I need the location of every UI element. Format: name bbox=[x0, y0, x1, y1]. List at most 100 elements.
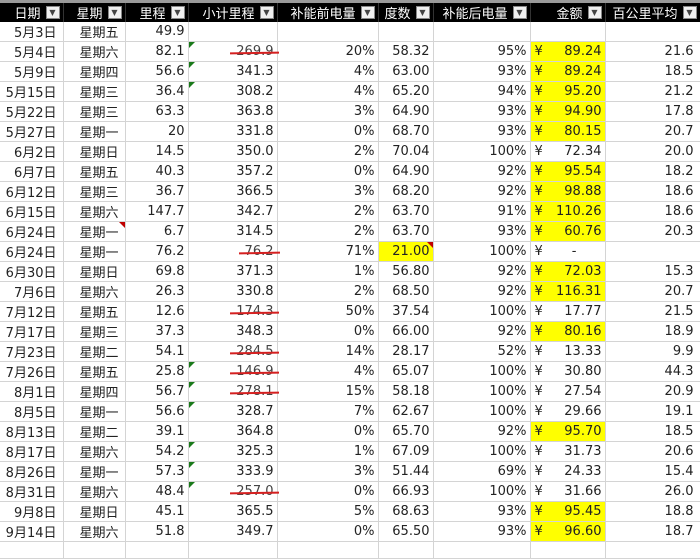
cell-date[interactable]: 8月31日 bbox=[0, 481, 64, 502]
cell-sub[interactable]: 314.5 bbox=[188, 221, 278, 242]
cell-amt[interactable]: ¥110.26 bbox=[530, 201, 606, 222]
cell-avg[interactable]: 17.8 bbox=[605, 101, 700, 122]
cell-pre[interactable]: 0% bbox=[277, 521, 379, 542]
cell-date[interactable]: 7月17日 bbox=[0, 321, 64, 342]
cell-avg[interactable]: 18.5 bbox=[605, 61, 700, 82]
cell-post[interactable]: 94% bbox=[433, 81, 531, 102]
cell-post[interactable]: 93% bbox=[433, 521, 531, 542]
cell-post[interactable]: 100% bbox=[433, 301, 531, 322]
cell-avg[interactable]: 18.6 bbox=[605, 201, 700, 222]
cell-km[interactable]: 25.8 bbox=[125, 361, 189, 382]
cell-kwh[interactable]: 58.32 bbox=[378, 41, 434, 62]
cell-kwh[interactable]: 65.70 bbox=[378, 421, 434, 442]
cell-avg[interactable]: 44.3 bbox=[605, 361, 700, 382]
cell-sub[interactable]: 349.7 bbox=[188, 521, 278, 542]
cell-kwh[interactable]: 68.20 bbox=[378, 181, 434, 202]
cell-wd[interactable]: 星期五 bbox=[63, 301, 126, 322]
cell-wd[interactable]: 星期二 bbox=[63, 421, 126, 442]
cell-kwh[interactable]: 68.63 bbox=[378, 501, 434, 522]
cell-date[interactable]: 6月2日 bbox=[0, 141, 64, 162]
cell-sub[interactable]: 366.5 bbox=[188, 181, 278, 202]
column-header[interactable]: 补能前电量 ▼ bbox=[277, 3, 379, 22]
cell-date[interactable]: 8月1日 bbox=[0, 381, 64, 402]
cell-sub[interactable]: 363.8 bbox=[188, 101, 278, 122]
column-header[interactable]: 百公里平均 ▼ bbox=[605, 3, 700, 22]
cell-amt[interactable]: ¥29.66 bbox=[530, 401, 606, 422]
cell-avg[interactable]: 20.7 bbox=[605, 281, 700, 302]
filter-dropdown-icon[interactable]: ▼ bbox=[415, 6, 430, 19]
cell-pre[interactable]: 15% bbox=[277, 381, 379, 402]
cell-wd[interactable]: 星期二 bbox=[63, 341, 126, 362]
cell-sub[interactable]: 371.3 bbox=[188, 261, 278, 282]
cell-km[interactable]: 39.1 bbox=[125, 421, 189, 442]
cell-date[interactable]: 5月27日 bbox=[0, 121, 64, 142]
cell-post[interactable]: 93% bbox=[433, 121, 531, 142]
cell-date[interactable]: 5月22日 bbox=[0, 101, 64, 122]
cell-amt[interactable]: ¥31.73 bbox=[530, 441, 606, 462]
cell-wd[interactable]: 星期六 bbox=[63, 521, 126, 542]
cell-pre[interactable]: 2% bbox=[277, 221, 379, 242]
cell-km[interactable]: 147.7 bbox=[125, 201, 189, 222]
cell-kwh[interactable]: 70.04 bbox=[378, 141, 434, 162]
cell-kwh[interactable]: 68.50 bbox=[378, 281, 434, 302]
cell-post[interactable]: 95% bbox=[433, 41, 531, 62]
column-header[interactable]: 小计里程 ▼ bbox=[188, 3, 278, 22]
cell-km[interactable]: 36.7 bbox=[125, 181, 189, 202]
cell-avg[interactable]: 19.1 bbox=[605, 401, 700, 422]
cell-sub[interactable]: 364.8 bbox=[188, 421, 278, 442]
filter-dropdown-icon[interactable]: ▼ bbox=[170, 6, 185, 19]
cell-post[interactable]: 92% bbox=[433, 281, 531, 302]
cell-kwh[interactable]: 67.09 bbox=[378, 441, 434, 462]
cell-amt[interactable]: ¥24.33 bbox=[530, 461, 606, 482]
cell-sub[interactable]: 257.0 bbox=[188, 481, 278, 502]
cell-kwh[interactable]: 63.70 bbox=[378, 221, 434, 242]
cell-date[interactable]: 8月17日 bbox=[0, 441, 64, 462]
cell-date[interactable]: 8月5日 bbox=[0, 401, 64, 422]
cell-post[interactable]: 100% bbox=[433, 481, 531, 502]
cell-km[interactable]: 51.8 bbox=[125, 521, 189, 542]
cell-wd[interactable]: 星期一 bbox=[63, 241, 126, 262]
cell-kwh[interactable]: 64.90 bbox=[378, 161, 434, 182]
cell-avg[interactable]: 26.0 bbox=[605, 481, 700, 502]
cell-kwh[interactable] bbox=[378, 541, 434, 559]
cell-avg[interactable]: 20.7 bbox=[605, 121, 700, 142]
cell-post[interactable]: 93% bbox=[433, 221, 531, 242]
cell-kwh[interactable]: 56.80 bbox=[378, 261, 434, 282]
cell-post[interactable]: 91% bbox=[433, 201, 531, 222]
cell-pre[interactable]: 3% bbox=[277, 101, 379, 122]
cell-avg[interactable]: 18.9 bbox=[605, 321, 700, 342]
cell-amt[interactable]: ¥95.70 bbox=[530, 421, 606, 442]
cell-wd[interactable]: 星期六 bbox=[63, 441, 126, 462]
filter-dropdown-icon[interactable]: ▼ bbox=[587, 6, 602, 19]
cell-post[interactable] bbox=[433, 22, 531, 42]
cell-wd[interactable]: 星期日 bbox=[63, 501, 126, 522]
cell-wd[interactable]: 星期三 bbox=[63, 181, 126, 202]
cell-sub[interactable]: 269.9 bbox=[188, 41, 278, 62]
cell-kwh[interactable]: 21.00 bbox=[378, 241, 434, 262]
cell-post[interactable]: 92% bbox=[433, 421, 531, 442]
column-header[interactable]: 日期 ▼ bbox=[0, 3, 64, 22]
cell-amt[interactable]: ¥31.66 bbox=[530, 481, 606, 502]
cell-kwh[interactable]: 66.93 bbox=[378, 481, 434, 502]
cell-date[interactable]: 6月24日 bbox=[0, 241, 64, 262]
cell-pre[interactable]: 2% bbox=[277, 201, 379, 222]
cell-kwh[interactable]: 51.44 bbox=[378, 461, 434, 482]
cell-post[interactable]: 93% bbox=[433, 101, 531, 122]
cell-wd[interactable] bbox=[63, 541, 126, 559]
cell-date[interactable]: 6月12日 bbox=[0, 181, 64, 202]
cell-pre[interactable]: 14% bbox=[277, 341, 379, 362]
cell-kwh[interactable]: 63.70 bbox=[378, 201, 434, 222]
cell-pre[interactable]: 0% bbox=[277, 481, 379, 502]
filter-dropdown-icon[interactable]: ▼ bbox=[682, 6, 697, 19]
cell-avg[interactable]: 20.3 bbox=[605, 221, 700, 242]
cell-wd[interactable]: 星期日 bbox=[63, 141, 126, 162]
cell-sub[interactable]: 76.2 bbox=[188, 241, 278, 262]
cell-post[interactable]: 52% bbox=[433, 341, 531, 362]
cell-kwh[interactable] bbox=[378, 22, 434, 42]
cell-kwh[interactable]: 65.20 bbox=[378, 81, 434, 102]
cell-kwh[interactable]: 37.54 bbox=[378, 301, 434, 322]
cell-wd[interactable]: 星期六 bbox=[63, 481, 126, 502]
cell-post[interactable]: 100% bbox=[433, 441, 531, 462]
cell-amt[interactable] bbox=[530, 541, 606, 559]
cell-post[interactable]: 92% bbox=[433, 181, 531, 202]
